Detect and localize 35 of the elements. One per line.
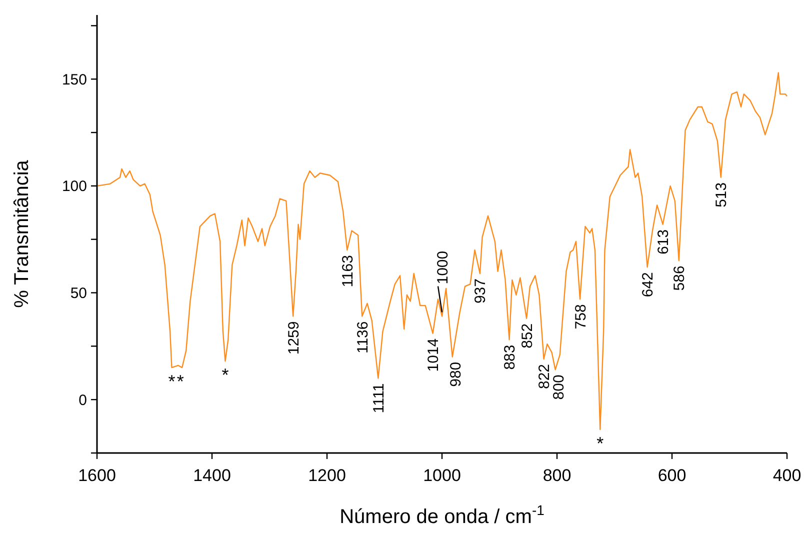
annotation: 1259 (285, 321, 302, 355)
y-tick-label: 150 (62, 71, 87, 88)
x-tick-label: 1000 (423, 466, 461, 485)
annotation: 980 (448, 362, 465, 387)
y-axis-title: % Transmitância (11, 159, 33, 308)
annotation: 1136 (354, 321, 372, 354)
x-tick-label: 800 (542, 466, 572, 485)
x-tick-label: 1600 (78, 466, 116, 485)
annotation: 1111 (370, 383, 388, 414)
annotation: 937 (472, 278, 490, 304)
annotation: 1000 (434, 250, 452, 284)
annotation: 1014 (425, 338, 442, 372)
annotation: 852 (518, 323, 536, 348)
annotation: 586 (671, 266, 688, 291)
annotation: * (168, 372, 176, 392)
annotation: 1163 (339, 255, 356, 288)
annotation: 642 (640, 272, 657, 298)
x-axis-title: Número de onda / cm$^{-1}$ (340, 502, 545, 528)
annotation: 883 (502, 344, 519, 370)
annotation: * (176, 372, 184, 392)
annotation: * (596, 434, 604, 454)
x-tick-label: 1400 (193, 466, 231, 485)
x-tick-label: 1200 (308, 466, 346, 485)
annotation: * (222, 365, 229, 386)
y-tick-label: 50 (70, 285, 87, 302)
x-tick-label: 400 (772, 466, 802, 485)
annotation: 513 (713, 182, 730, 208)
annotation: 758 (572, 304, 590, 330)
x-tick-label: 600 (658, 466, 686, 485)
y-tick-label: 100 (62, 178, 87, 196)
y-tick-label: 0 (78, 392, 87, 409)
annotation: 822 (536, 364, 554, 390)
annotation: 613 (655, 229, 672, 254)
annotation: 800 (550, 374, 568, 400)
line-series (96, 72, 788, 430)
